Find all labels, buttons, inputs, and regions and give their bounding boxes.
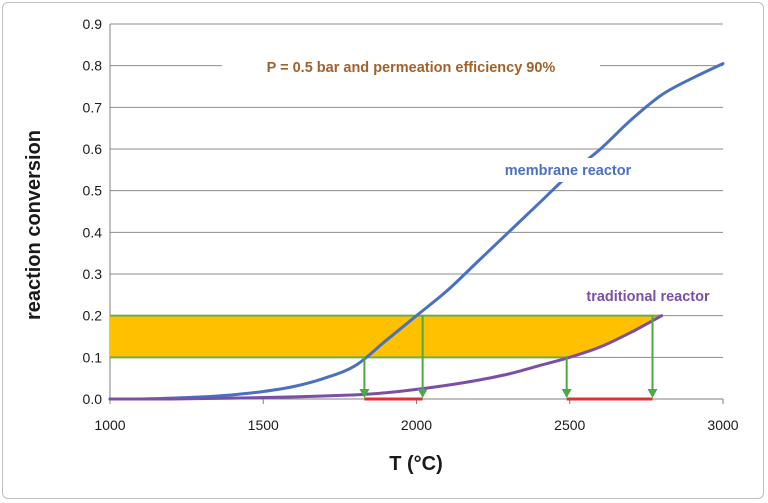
membrane-label-bg (484, 158, 656, 182)
conditions-label-bg (222, 55, 600, 79)
traditional-reactor-line (108, 314, 664, 401)
y-tick-label: 0.9 (83, 16, 103, 32)
y-tick-label: 0.1 (83, 349, 103, 365)
membrane-reactor-label: membrane reactor (505, 163, 632, 179)
y-tick-label: 0.4 (83, 224, 103, 240)
y-tick-label: 0.2 (83, 308, 103, 324)
y-axis-title: reaction conversion (23, 130, 45, 320)
membrane-reactor-line (108, 62, 725, 401)
x-tick-label: 2000 (401, 417, 432, 433)
y-tick-label: 0.8 (83, 58, 103, 74)
y-tick-label: 0.3 (83, 266, 103, 282)
conditions-annotation: P = 0.5 bar and permeation efficiency 90… (267, 60, 556, 76)
x-tick-label: 2500 (554, 417, 585, 433)
drop-arrow-head (417, 389, 428, 398)
x-axis-title: T (°C) (389, 453, 443, 475)
y-tick-label: 0.6 (83, 141, 103, 157)
x-tick-label: 1500 (248, 417, 279, 433)
y-tick-label: 0.0 (83, 391, 103, 407)
drop-arrow-head (359, 389, 370, 398)
drop-arrow-head (561, 389, 572, 398)
y-tick-label: 0.5 (83, 183, 103, 199)
x-tick-label: 3000 (707, 417, 738, 433)
x-tick-label: 1000 (94, 417, 125, 433)
shaded-band (110, 315, 662, 358)
y-tick-label: 0.7 (83, 99, 103, 115)
drop-arrow-head (647, 389, 658, 398)
traditional-reactor-label: traditional reactor (586, 289, 710, 305)
